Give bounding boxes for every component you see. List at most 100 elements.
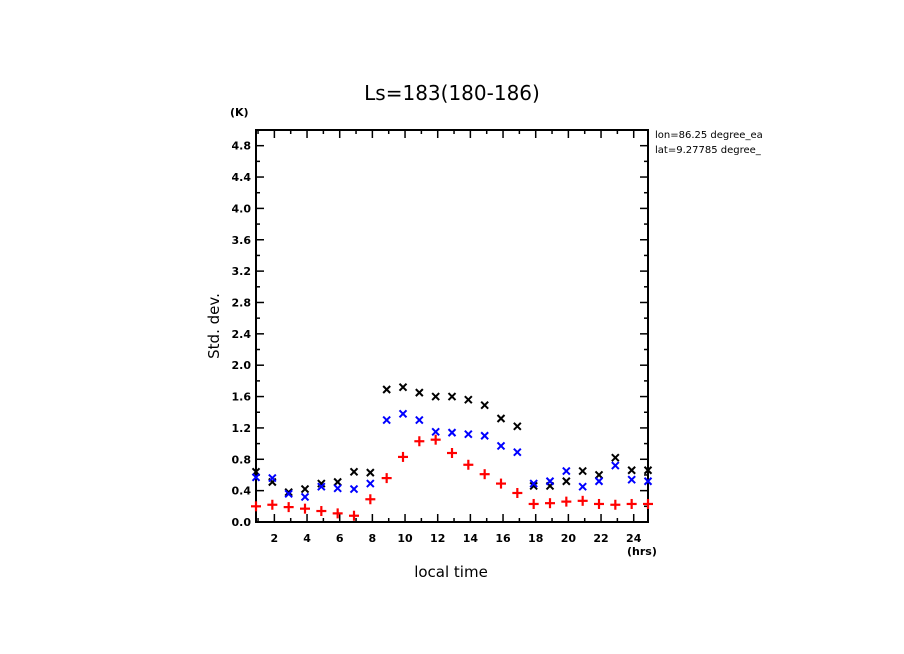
y-tick-label: 2.8 — [232, 296, 252, 309]
data-point-blue — [594, 477, 604, 486]
x-tick-label: 4 — [303, 532, 311, 545]
x-tick-label: 10 — [397, 532, 413, 545]
data-point-black — [611, 453, 620, 462]
data-point-red — [332, 508, 343, 519]
data-point-black — [398, 382, 408, 392]
x-tick-label: 16 — [495, 532, 511, 545]
data-point-red — [626, 498, 637, 509]
data-point-black — [578, 466, 587, 476]
y-tick-label: 0.0 — [232, 516, 252, 529]
data-point-black — [627, 466, 636, 475]
data-point-black — [317, 479, 326, 488]
data-point-blue — [643, 477, 653, 486]
data-point-black — [382, 385, 391, 394]
data-point-black — [415, 388, 424, 397]
data-point-blue — [529, 479, 538, 488]
x-unit-label: (hrs) — [627, 545, 657, 558]
data-point-black — [284, 488, 293, 497]
series-red — [251, 434, 653, 521]
data-point-red — [643, 498, 653, 509]
data-point-blue — [447, 428, 457, 437]
series-blue — [251, 409, 653, 502]
data-point-blue — [611, 461, 620, 470]
x-tick-label: 6 — [336, 532, 344, 545]
data-point-black — [480, 400, 489, 410]
data-point-black — [513, 422, 522, 431]
data-point-red — [479, 469, 490, 480]
plot-frame — [255, 129, 649, 523]
data-point-blue — [300, 492, 310, 502]
data-point-red — [300, 503, 310, 514]
x-tick-label: 2 — [271, 532, 279, 545]
data-point-red — [512, 487, 523, 498]
data-point-black — [300, 484, 310, 494]
y-tick-label: 4.4 — [232, 171, 252, 184]
data-point-blue — [480, 431, 489, 440]
data-point-blue — [366, 479, 375, 488]
data-point-blue — [578, 482, 587, 491]
data-point-blue — [349, 484, 359, 494]
data-point-red — [577, 495, 588, 506]
data-point-blue — [382, 415, 391, 425]
data-point-blue — [545, 477, 555, 486]
annotation-lat: lat=9.27785 degree_ — [655, 145, 762, 156]
series-black — [251, 382, 653, 497]
x-tick-labels: 2 4 6 8 10 12 14 16 18 20 22 24 — [271, 532, 642, 545]
data-point-black — [431, 392, 440, 401]
data-point-blue — [627, 475, 636, 484]
data-point-red — [430, 434, 441, 445]
data-point-blue — [398, 409, 408, 419]
data-point-blue — [333, 484, 342, 493]
data-point-red — [561, 496, 572, 507]
data-point-red — [463, 459, 474, 470]
data-point-red — [545, 498, 555, 509]
y-tick-label: 3.6 — [232, 234, 252, 247]
data-point-blue — [317, 482, 326, 491]
data-point-red — [414, 436, 425, 447]
data-point-blue — [415, 415, 424, 425]
data-point-red — [610, 499, 621, 510]
x-axis-label: local time — [414, 563, 488, 581]
data-point-black — [366, 468, 375, 477]
data-point-black — [529, 481, 538, 491]
data-point-black — [594, 470, 604, 480]
data-point-black — [496, 414, 506, 423]
data-point-red — [316, 506, 327, 517]
annotation-lon: lon=86.25 degree_ea — [655, 130, 763, 141]
data-point-blue — [268, 473, 277, 483]
y-unit-label: (K) — [230, 106, 249, 119]
y-tick-label: 2.4 — [232, 328, 252, 341]
y-axis-label: Std. dev. — [205, 293, 223, 359]
data-points — [251, 382, 653, 521]
x-tick-label: 24 — [626, 532, 642, 545]
data-point-red — [365, 494, 376, 505]
data-point-blue — [513, 448, 522, 457]
data-point-red — [251, 501, 261, 512]
y-tick-label: 1.6 — [232, 391, 252, 404]
data-point-black — [333, 477, 342, 487]
data-point-red — [381, 473, 392, 484]
data-point-red — [398, 451, 408, 462]
data-point-blue — [251, 473, 261, 482]
axis-ticks — [256, 129, 648, 523]
data-point-black — [464, 395, 473, 404]
x-tick-label: 20 — [561, 532, 577, 545]
data-point-black — [349, 467, 359, 477]
y-tick-label: 2.0 — [232, 359, 252, 372]
chart-title: Ls=183(180-186) — [364, 81, 540, 105]
x-tick-label: 14 — [463, 532, 479, 545]
data-point-black — [562, 477, 571, 486]
y-tick-label: 1.2 — [232, 422, 252, 435]
data-point-black — [643, 466, 653, 475]
x-tick-label: 12 — [430, 532, 445, 545]
y-tick-label: 3.2 — [232, 265, 252, 278]
x-tick-label: 8 — [369, 532, 377, 545]
x-tick-label: 22 — [593, 532, 608, 545]
data-point-red — [283, 502, 294, 513]
data-point-blue — [496, 441, 506, 451]
x-tick-label: 18 — [528, 532, 543, 545]
y-tick-label: 4.0 — [232, 202, 252, 215]
y-tick-label: 0.8 — [232, 453, 252, 466]
data-point-blue — [464, 429, 473, 439]
